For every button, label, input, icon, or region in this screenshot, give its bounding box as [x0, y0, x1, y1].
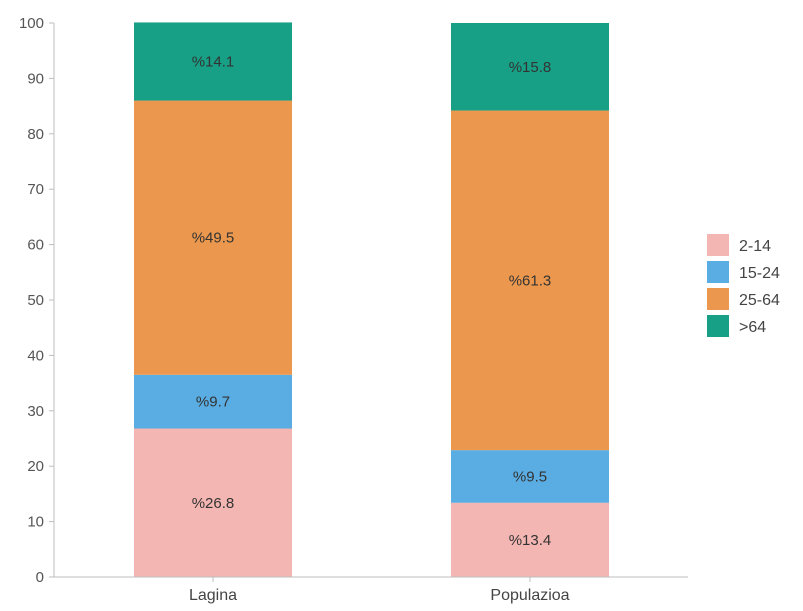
legend-swatch	[707, 315, 729, 337]
y-tick-label: 10	[27, 514, 44, 531]
y-tick-label: 60	[27, 237, 44, 254]
data-label: %15.8	[509, 59, 552, 76]
y-tick-label: 30	[27, 403, 44, 420]
data-label: %26.8	[192, 495, 235, 512]
y-tick-label: 0	[36, 569, 44, 586]
bar-segment	[451, 502, 609, 577]
bar-segment	[134, 428, 292, 577]
bar-segment	[451, 23, 609, 111]
data-label: %9.5	[513, 468, 547, 485]
bar-segment	[134, 22, 292, 101]
bar-segment	[134, 374, 292, 429]
y-tick-label: 70	[27, 181, 44, 198]
legend-item[interactable]: 2-14	[707, 234, 771, 256]
legend-item[interactable]: >64	[707, 315, 766, 337]
y-tick-label: 50	[27, 292, 44, 309]
y-tick-label: 80	[27, 126, 44, 143]
data-label: %61.3	[509, 272, 552, 289]
data-label: %9.7	[196, 394, 230, 411]
bar-segment	[451, 450, 609, 503]
legend-label: 2-14	[739, 238, 771, 255]
data-label: %49.5	[192, 230, 235, 247]
legend-swatch	[707, 288, 729, 310]
legend-swatch	[707, 234, 729, 256]
legend-label: 15-24	[739, 265, 780, 282]
legend-item[interactable]: 25-64	[707, 288, 780, 310]
bar-segment	[134, 100, 292, 375]
legend-label: 25-64	[739, 292, 780, 309]
legend: 2-14 15-24 25-64 >64	[707, 234, 780, 337]
y-tick-label: 40	[27, 347, 44, 364]
x-axis: Lagina Populazioa	[54, 576, 688, 604]
y-axis: 0 10 20 30 40 50 60 70 80 90 100	[19, 15, 55, 586]
y-tick-label: 100	[19, 15, 44, 32]
legend-swatch	[707, 261, 729, 283]
y-tick-label: 20	[27, 458, 44, 475]
bar-segment	[451, 110, 609, 451]
bars: %26.8 %9.7 %49.5 %14.1 %13.4 %9.5 %61.3 %15.8	[134, 22, 609, 577]
y-tick-label: 90	[27, 70, 44, 87]
legend-item[interactable]: 15-24	[707, 261, 780, 283]
data-label: %13.4	[509, 532, 552, 549]
x-tick-label: Lagina	[189, 587, 237, 604]
legend-label: >64	[739, 319, 766, 336]
data-label: %14.1	[192, 54, 235, 71]
x-tick-label: Populazioa	[490, 587, 569, 604]
